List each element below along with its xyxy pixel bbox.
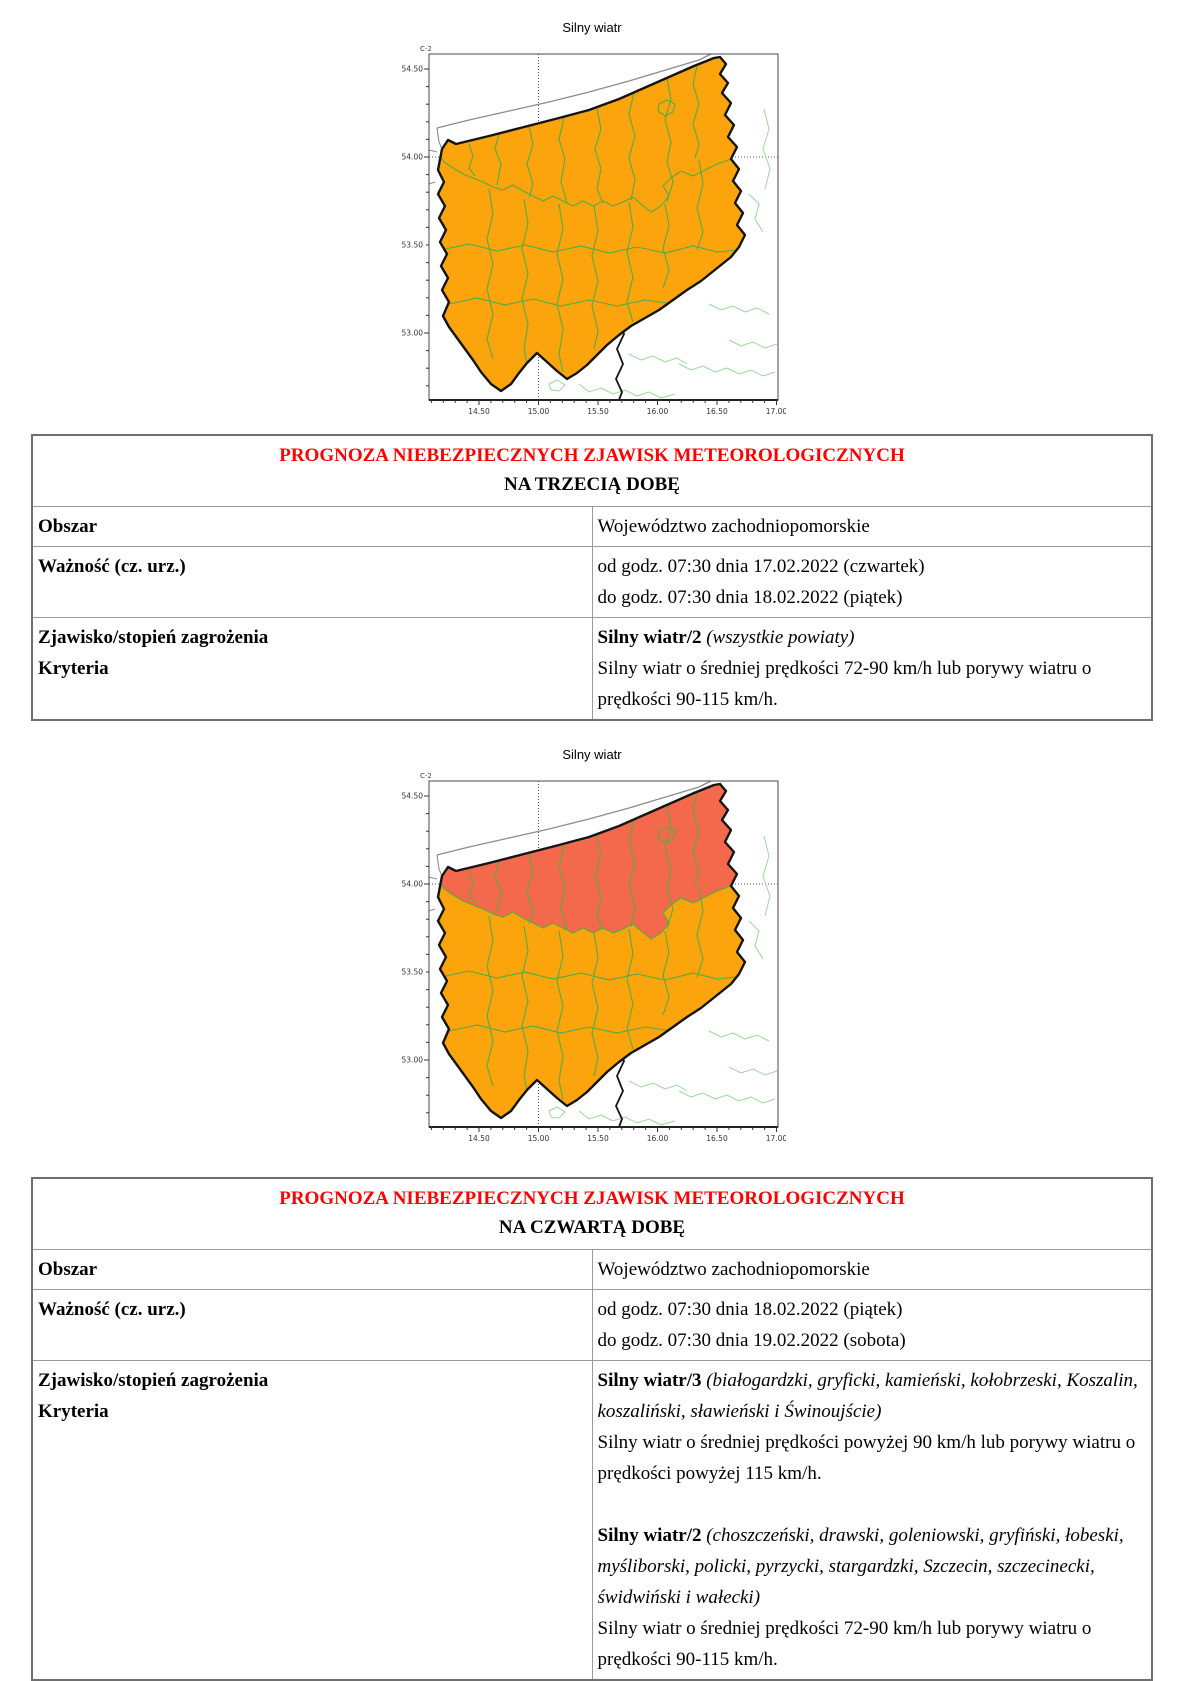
row-value-waznosc: od godz. 07:30 dnia 18.02.2022 (piątek) d… bbox=[591, 1289, 1153, 1361]
table-row: PROGNOZA NIEBEZPIECZNYCH ZJAWISK METEORO… bbox=[31, 434, 1153, 507]
svg-text:15.00: 15.00 bbox=[527, 407, 549, 416]
row-value-zjawisko: Silny wiatr/3 (białogardzki, gryficki, k… bbox=[591, 1360, 1153, 1681]
svg-text:16.00: 16.00 bbox=[646, 407, 668, 416]
warning-document: Silny wiatr 54.50 54.00 53.50 53.00 14.50 15.… bbox=[0, 20, 1184, 1681]
svg-text:16.50: 16.50 bbox=[706, 407, 728, 416]
table1-subtitle: NA TRZECIĄ DOBĘ bbox=[504, 474, 680, 495]
row-label-zjawisko: Zjawisko/stopień zagrożenia Kryteria bbox=[31, 617, 593, 721]
table1-header-cell: PROGNOZA NIEBEZPIECZNYCH ZJAWISK METEORO… bbox=[31, 434, 1153, 507]
svg-text:54.50: 54.50 bbox=[401, 792, 423, 801]
svg-text:53.50: 53.50 bbox=[401, 241, 423, 250]
row-label-obszar: Obszar bbox=[31, 506, 593, 547]
svg-text:14.50: 14.50 bbox=[468, 1134, 490, 1143]
row-label-waznosc: Ważność (cz. urz.) bbox=[31, 546, 593, 618]
table2-header-cell: PROGNOZA NIEBEZPIECZNYCH ZJAWISK METEORO… bbox=[31, 1177, 1153, 1250]
svg-text:54.00: 54.00 bbox=[401, 153, 423, 162]
forecast-table-day3: PROGNOZA NIEBEZPIECZNYCH ZJAWISK METEORO… bbox=[31, 434, 1153, 721]
svg-text:15.50: 15.50 bbox=[587, 1134, 609, 1143]
svg-text:C-2: C-2 bbox=[420, 45, 432, 53]
svg-text:53.00: 53.00 bbox=[401, 329, 423, 338]
table2-title: PROGNOZA NIEBEZPIECZNYCH ZJAWISK METEORO… bbox=[279, 1188, 905, 1209]
row-label-waznosc: Ważność (cz. urz.) bbox=[31, 1289, 593, 1361]
map2-figure: 54.50 54.00 53.50 53.00 14.50 15.00 15.50 16.00… bbox=[399, 769, 785, 1153]
svg-text:C-2: C-2 bbox=[420, 772, 432, 780]
row-value-obszar: Województwo zachodniopomorskie bbox=[591, 1249, 1153, 1290]
region-zachodniopomorskie bbox=[437, 57, 745, 391]
map1-title: Silny wiatr bbox=[562, 20, 622, 35]
table-row: Zjawisko/stopień zagrożenia Kryteria Siln… bbox=[31, 1360, 1153, 1681]
forecast-table-day4: PROGNOZA NIEBEZPIECZNYCH ZJAWISK METEORO… bbox=[31, 1177, 1153, 1681]
svg-text:54.00: 54.00 bbox=[401, 880, 423, 889]
svg-text:17.00: 17.00 bbox=[765, 1134, 785, 1143]
svg-text:14.50: 14.50 bbox=[468, 407, 490, 416]
svg-text:16.50: 16.50 bbox=[706, 1134, 728, 1143]
table1-title: PROGNOZA NIEBEZPIECZNYCH ZJAWISK METEORO… bbox=[279, 445, 905, 466]
table-row: Obszar Województwo zachodniopomorskie bbox=[31, 506, 1153, 547]
svg-text:53.00: 53.00 bbox=[401, 1056, 423, 1065]
wind-map-day4: 54.50 54.00 53.50 53.00 14.50 15.00 15.50 16.00… bbox=[399, 769, 785, 1153]
map2-title: Silny wiatr bbox=[562, 747, 622, 762]
table-row: Obszar Województwo zachodniopomorskie bbox=[31, 1249, 1153, 1290]
row-value-zjawisko: Silny wiatr/2 (wszystkie powiaty) Silny w… bbox=[591, 617, 1153, 721]
table2-subtitle: NA CZWARTĄ DOBĘ bbox=[498, 1217, 686, 1238]
svg-text:53.50: 53.50 bbox=[401, 968, 423, 977]
row-label-obszar: Obszar bbox=[31, 1249, 593, 1290]
table-row: Ważność (cz. urz.) od godz. 07:30 dnia 1… bbox=[31, 546, 1153, 618]
map1-figure: 54.50 54.00 53.50 53.00 14.50 15.00 15.50 16.00… bbox=[399, 42, 785, 426]
svg-text:54.50: 54.50 bbox=[401, 65, 423, 74]
region-red-coastal-band bbox=[439, 784, 737, 939]
svg-text:16.00: 16.00 bbox=[646, 1134, 668, 1143]
row-value-waznosc: od godz. 07:30 dnia 17.02.2022 (czwartek… bbox=[591, 546, 1153, 618]
svg-text:15.00: 15.00 bbox=[527, 1134, 549, 1143]
row-label-zjawisko: Zjawisko/stopień zagrożenia Kryteria bbox=[31, 1360, 593, 1681]
table-row: Ważność (cz. urz.) od godz. 07:30 dnia 1… bbox=[31, 1289, 1153, 1361]
wind-map-day3: 54.50 54.00 53.50 53.00 14.50 15.00 15.50 16.00… bbox=[399, 42, 785, 426]
svg-text:17.00: 17.00 bbox=[765, 407, 785, 416]
row-value-obszar: Województwo zachodniopomorskie bbox=[591, 506, 1153, 547]
table-row: Zjawisko/stopień zagrożenia Kryteria Siln… bbox=[31, 617, 1153, 721]
table-row: PROGNOZA NIEBEZPIECZNYCH ZJAWISK METEORO… bbox=[31, 1177, 1153, 1250]
svg-text:15.50: 15.50 bbox=[587, 407, 609, 416]
